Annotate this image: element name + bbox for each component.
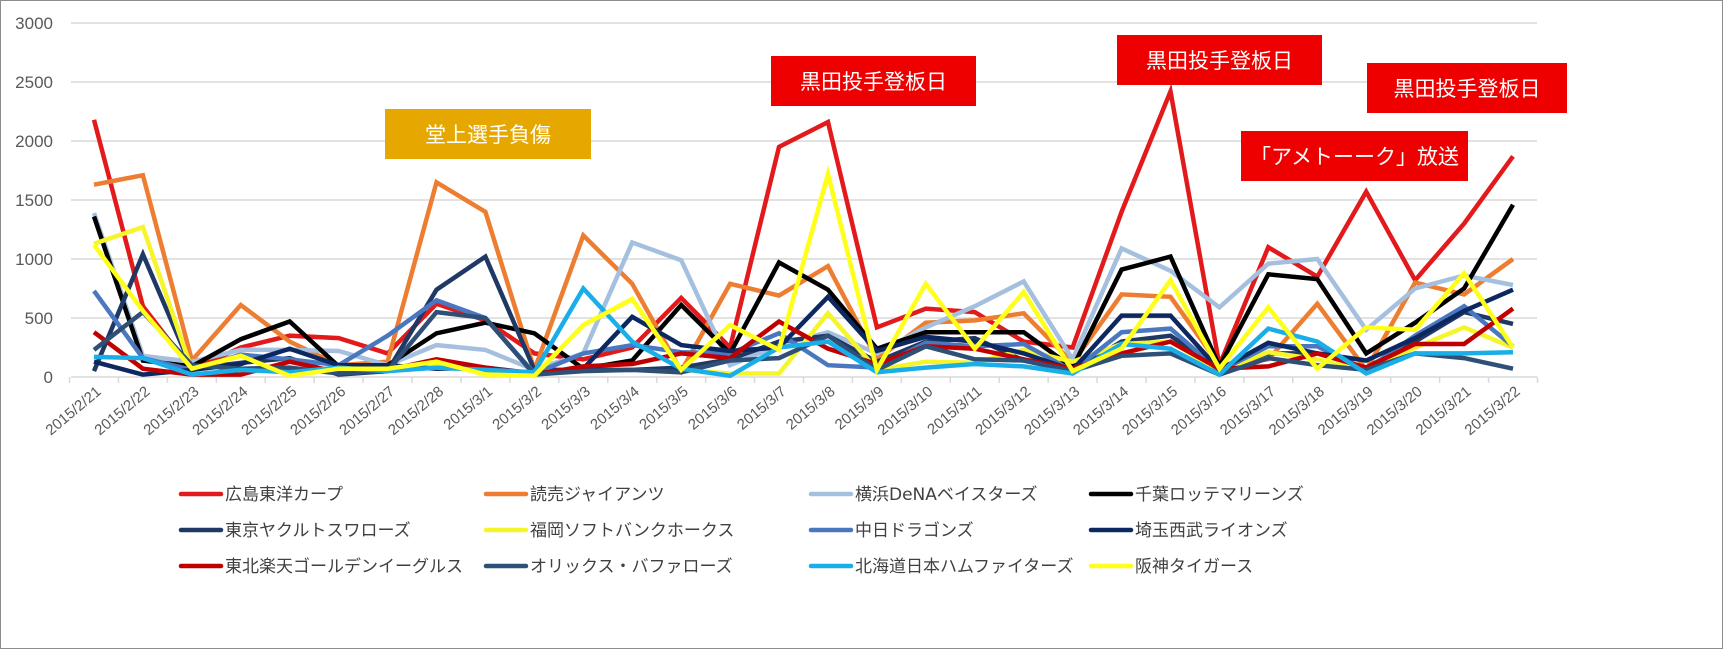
legend-item-7: 埼玉西武ライオンズ [1088, 521, 1288, 541]
legend-label: 読売ジャイアンツ [530, 485, 664, 505]
legend-item-3: 千葉ロッテマリーンズ [1088, 485, 1304, 505]
series-lines [91, 83, 1515, 379]
annotation-label: 堂上選手負傷 [425, 123, 551, 147]
annotation-label: 黒田投手登板日 [1146, 49, 1293, 73]
legend-item-8: 東北楽天ゴールデンイーグルス [178, 556, 463, 577]
x-tick-label: 2015/3/22 [1462, 383, 1524, 439]
x-tick-label: 2015/3/4 [587, 383, 643, 434]
annotation-4: 黒田投手登板日 [1367, 63, 1567, 113]
annotation-label: 黒田投手登板日 [800, 70, 947, 94]
legend-label: 中日ドラゴンズ [855, 520, 974, 541]
x-tick-label: 2015/3/7 [734, 383, 790, 434]
x-tick-label: 2015/3/2 [489, 383, 545, 434]
annotation-box [1367, 63, 1567, 113]
y-tick-label: 3000 [15, 14, 53, 33]
legend-label: 東北楽天ゴールデンイーグルス [225, 556, 463, 577]
annotation-box [385, 109, 591, 159]
x-tick-label: 2015/3/1 [440, 383, 496, 434]
legend-item-5: 福岡ソフトバンクホークス [483, 521, 734, 541]
annotation-2: 黒田投手登板日 [1117, 35, 1322, 85]
annotation-box [771, 56, 976, 106]
annotation-0: 堂上選手負傷 [385, 109, 591, 159]
x-tick-label: 2015/3/6 [685, 383, 741, 434]
legend-item-1: 読売ジャイアンツ [483, 485, 664, 505]
y-tick-label: 2500 [15, 73, 53, 92]
legend-label: 埼玉西武ライオンズ [1135, 521, 1288, 541]
legend-item-2: 横浜DeNAベイスターズ [808, 485, 1038, 505]
y-tick-label: 500 [25, 309, 53, 328]
y-tick-label: 1000 [15, 250, 53, 269]
legend-item-6: 中日ドラゴンズ [808, 520, 974, 541]
legend-label: 福岡ソフトバンクホークス [530, 521, 734, 541]
series-line-7 [93, 287, 1514, 377]
legend-label: 千葉ロッテマリーンズ [1135, 485, 1304, 505]
series-line-9 [92, 309, 1514, 378]
legend-item-11: 阪神タイガース [1088, 557, 1253, 577]
legend-item-9: オリックス・バファローズ [483, 557, 733, 577]
legend-item-10: 北海道日本ハムファイターズ [808, 557, 1073, 577]
x-axis-ticks: 2015/2/212015/2/222015/2/232015/2/242015… [43, 377, 1539, 439]
legend-label: 広島東洋カープ [225, 485, 343, 505]
annotation-label: 「アメトーーク」放送 [1250, 145, 1459, 169]
annotation-label: 黒田投手登板日 [1394, 77, 1541, 101]
y-axis-ticks: 0 500 1000 1500 2000 2500 3000 [15, 14, 53, 387]
legend-label: オリックス・バファローズ [530, 557, 733, 577]
legend-label: 阪神タイガース [1135, 557, 1253, 577]
x-tick-label: 2015/3/3 [538, 383, 594, 434]
y-tick-label: 0 [44, 368, 53, 387]
x-tick-label: 2015/3/5 [636, 383, 692, 434]
annotation-1: 黒田投手登板日 [771, 56, 976, 106]
annotation-3: 「アメトーーク」放送 [1241, 131, 1468, 181]
series-line-3 [91, 203, 1515, 372]
legend-label: 横浜DeNAベイスターズ [855, 485, 1038, 505]
legend-item-0: 広島東洋カープ [178, 485, 343, 505]
annotation-box [1241, 131, 1468, 181]
annotation-box [1117, 35, 1322, 85]
legend-label: 北海道日本ハムファイターズ [855, 557, 1073, 577]
x-tick-label: 2015/2/28 [385, 383, 447, 439]
series-line-11 [92, 165, 1515, 379]
y-tick-label: 1500 [15, 191, 53, 210]
x-tick-label: 2015/3/10 [874, 383, 936, 439]
y-tick-label: 2000 [15, 132, 53, 151]
x-tick-label: 2015/3/8 [783, 383, 839, 434]
series-line-0 [91, 83, 1515, 374]
legend: 広島東洋カープ 読売ジャイアンツ 横浜DeNAベイスターズ 千葉ロッテマリーンズ東京ヤ… [178, 485, 1304, 577]
legend-label: 東京ヤクルトスワローズ [225, 521, 411, 541]
legend-item-4: 東京ヤクルトスワローズ [178, 521, 411, 541]
